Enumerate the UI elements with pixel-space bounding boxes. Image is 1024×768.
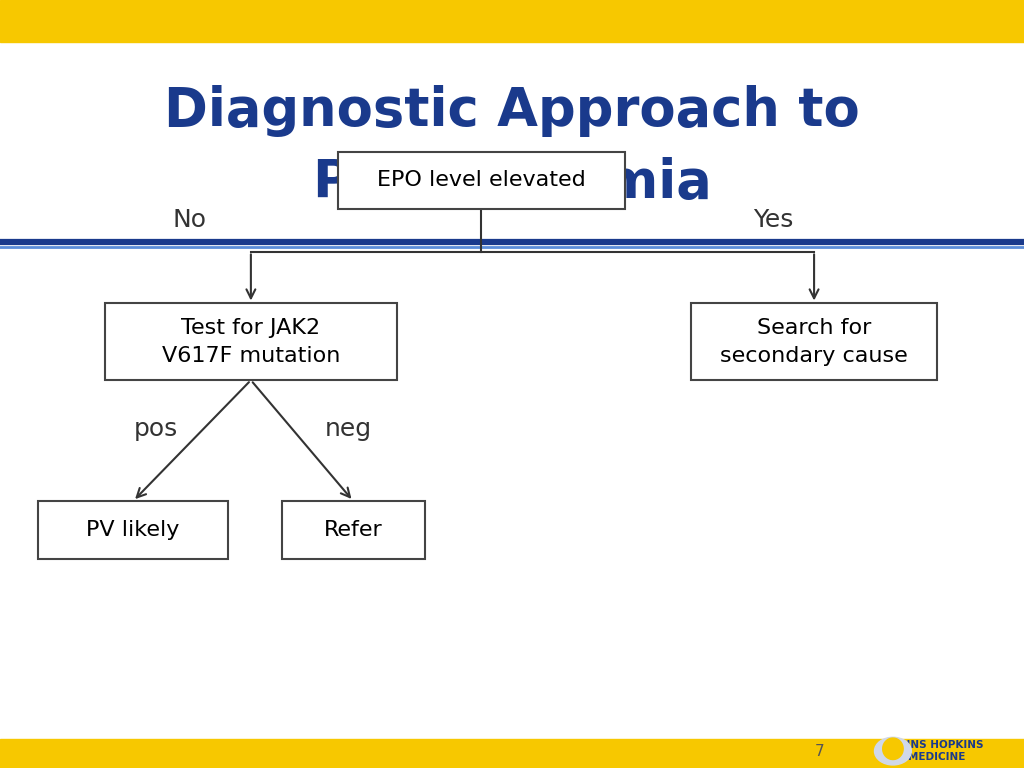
Text: 7: 7: [814, 743, 824, 759]
Bar: [0, 0, 1024, 42]
Circle shape: [874, 737, 911, 765]
Text: Polycythemia: Polycythemia: [312, 157, 712, 209]
Text: JOHNS HOPKINS
MEDICINE: JOHNS HOPKINS MEDICINE: [890, 740, 984, 763]
Text: pos: pos: [134, 417, 178, 441]
Polygon shape: [883, 738, 903, 760]
FancyBboxPatch shape: [691, 303, 937, 380]
FancyBboxPatch shape: [338, 152, 625, 209]
Bar: [0, 739, 1024, 768]
Text: Diagnostic Approach to: Diagnostic Approach to: [164, 85, 860, 137]
Text: Yes: Yes: [753, 208, 794, 232]
Text: Test for JAK2
V617F mutation: Test for JAK2 V617F mutation: [162, 318, 340, 366]
FancyBboxPatch shape: [39, 502, 227, 559]
Text: PV likely: PV likely: [86, 520, 180, 540]
Text: EPO level elevated: EPO level elevated: [377, 170, 586, 190]
Text: Search for
secondary cause: Search for secondary cause: [720, 318, 908, 366]
Text: No: No: [172, 208, 207, 232]
FancyBboxPatch shape: [105, 303, 396, 380]
FancyBboxPatch shape: [282, 502, 425, 559]
Text: neg: neg: [325, 417, 372, 441]
Text: Refer: Refer: [324, 520, 383, 540]
